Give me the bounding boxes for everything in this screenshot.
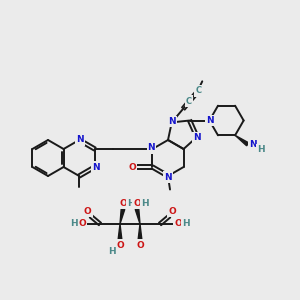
Text: H: H <box>182 220 190 229</box>
Text: O: O <box>84 207 92 216</box>
Text: H: H <box>70 220 78 229</box>
Text: H: H <box>108 247 116 256</box>
Polygon shape <box>118 224 122 239</box>
Text: N: N <box>164 172 172 182</box>
Text: N: N <box>92 163 100 172</box>
Polygon shape <box>120 208 125 224</box>
Text: O: O <box>128 163 136 172</box>
Polygon shape <box>138 224 142 239</box>
Text: N: N <box>168 117 176 126</box>
Text: H: H <box>257 145 265 154</box>
Text: O: O <box>116 241 124 250</box>
Text: O: O <box>133 199 141 208</box>
Text: O: O <box>78 220 86 229</box>
Text: N: N <box>193 134 201 142</box>
Text: N: N <box>76 136 84 145</box>
Text: C: C <box>186 97 192 106</box>
Text: O: O <box>174 220 182 229</box>
Polygon shape <box>235 135 249 146</box>
Text: O: O <box>168 207 176 216</box>
Text: H: H <box>141 199 149 208</box>
Text: O: O <box>119 199 127 208</box>
Polygon shape <box>135 208 140 224</box>
Text: N: N <box>148 143 155 152</box>
Text: H: H <box>127 199 135 208</box>
Text: C: C <box>195 86 201 95</box>
Text: O: O <box>136 241 144 250</box>
Text: N: N <box>206 116 213 125</box>
Text: N: N <box>249 140 256 149</box>
